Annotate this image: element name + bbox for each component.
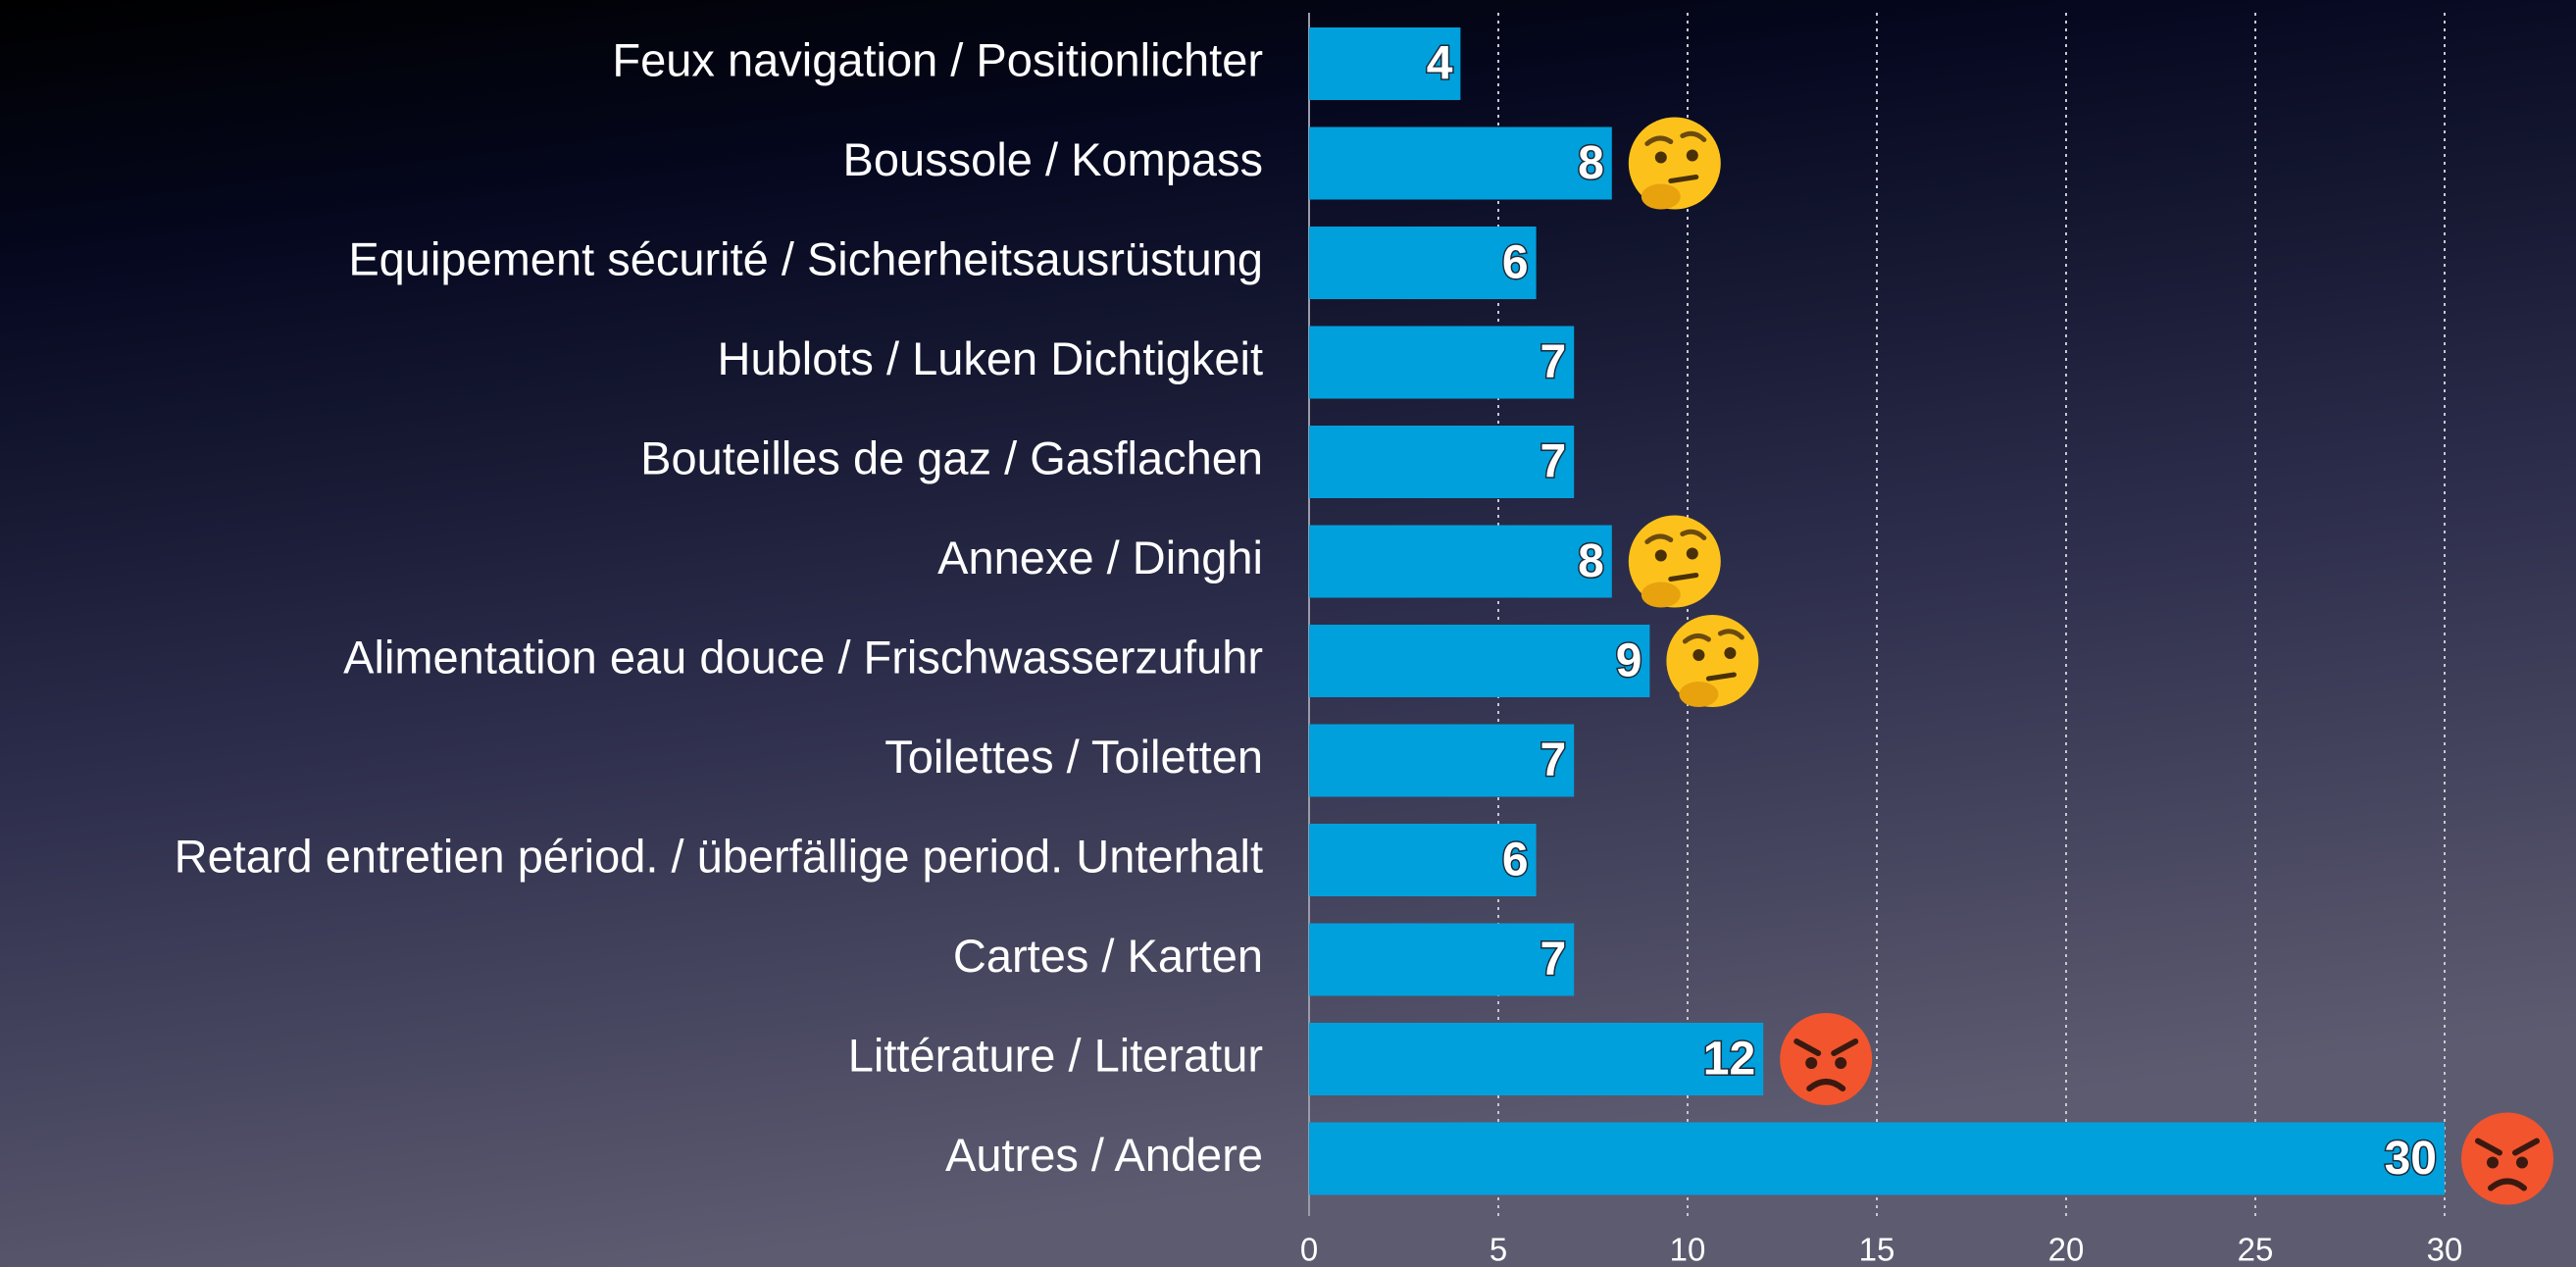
bar [1309, 824, 1537, 896]
emoji-face [1780, 1013, 1873, 1105]
emoji-eye [1654, 151, 1667, 164]
y-tick-label: Toilettes / Toiletten [884, 731, 1263, 783]
emoji-brow [2475, 1138, 2540, 1156]
emoji-brow [1644, 130, 1707, 146]
thinking-emoji [1666, 615, 1759, 707]
bar [1309, 923, 1575, 996]
emoji-brow [1644, 529, 1707, 544]
y-tick-label: Littérature / Literatur [848, 1029, 1263, 1081]
y-tick-label: Boussole / Kompass [843, 133, 1263, 185]
x-tick-label: 20 [2048, 1232, 2085, 1267]
emoji-eye [1692, 649, 1705, 661]
emoji-eye [2516, 1156, 2528, 1169]
y-tick-label: Annexe / Dinghi [937, 532, 1263, 583]
bar [1309, 426, 1575, 498]
emoji-hand [1679, 682, 1719, 707]
bar [1309, 227, 1537, 299]
value-label: 7 [1540, 735, 1566, 786]
angry-emoji [2461, 1112, 2553, 1205]
y-tick-label: Retard entretien périod. / überfällige p… [175, 830, 1263, 882]
emoji-mouth [2488, 1178, 2527, 1191]
bar [1309, 525, 1612, 598]
value-label: 6 [1502, 237, 1529, 289]
y-tick-label: Feux navigation / Positionlichter [612, 33, 1263, 85]
y-tick-label: Alimentation eau douce / Frischwasserzuf… [343, 631, 1263, 683]
emoji-eye [1724, 647, 1737, 659]
value-label: 4 [1427, 38, 1453, 90]
thinking-emoji [1628, 117, 1721, 210]
emoji-brow [1793, 1039, 1859, 1056]
emoji-mouth [1806, 1079, 1846, 1091]
emoji-eye [1835, 1057, 1847, 1069]
x-tick-label: 25 [2238, 1232, 2274, 1267]
emoji-eye [1654, 549, 1667, 562]
value-label: 7 [1540, 934, 1566, 986]
x-tick-label: 30 [2427, 1232, 2463, 1267]
y-tick-label: Autres / Andere [945, 1129, 1263, 1181]
value-label: 7 [1540, 436, 1566, 488]
bar [1309, 625, 1650, 697]
emoji-brow [1682, 629, 1744, 644]
x-tick-label: 10 [1670, 1232, 1706, 1267]
bar [1309, 1122, 2445, 1195]
y-tick-label: Bouteilles de gaz / Gasflachen [640, 431, 1263, 483]
angry-emoji [1780, 1013, 1873, 1105]
value-label: 12 [1703, 1034, 1755, 1086]
y-tick-label: Cartes / Karten [953, 930, 1263, 982]
bar [1309, 27, 1461, 100]
y-tick-label: Equipement sécurité / Sicherheitsausrüst… [348, 232, 1263, 284]
value-label: 30 [2385, 1133, 2437, 1185]
emoji-mouth [1668, 175, 1699, 183]
x-tick-label: 5 [1490, 1232, 1507, 1267]
value-label: 9 [1616, 635, 1642, 687]
thinking-emoji [1628, 515, 1721, 608]
value-label: 6 [1502, 835, 1529, 887]
emoji-mouth [1668, 573, 1699, 582]
emoji-hand [1641, 582, 1681, 608]
emoji-hand [1641, 183, 1681, 210]
x-tick-label: 15 [1859, 1232, 1895, 1267]
bar [1309, 326, 1575, 399]
x-tick-label: 0 [1300, 1232, 1318, 1267]
emoji-eye [1686, 149, 1698, 162]
emoji-eye [1686, 547, 1698, 560]
emoji-eye [2487, 1156, 2499, 1169]
value-label: 8 [1578, 137, 1604, 189]
emoji-mouth [1705, 672, 1737, 682]
y-tick-label: Hublots / Luken Dichtigkeit [718, 332, 1263, 384]
bar [1309, 1023, 1764, 1095]
value-label: 7 [1540, 336, 1566, 388]
bar [1309, 724, 1575, 797]
emoji-face [2461, 1112, 2553, 1205]
bar [1309, 127, 1612, 200]
emoji-eye [1805, 1057, 1818, 1069]
value-label: 8 [1578, 535, 1604, 587]
